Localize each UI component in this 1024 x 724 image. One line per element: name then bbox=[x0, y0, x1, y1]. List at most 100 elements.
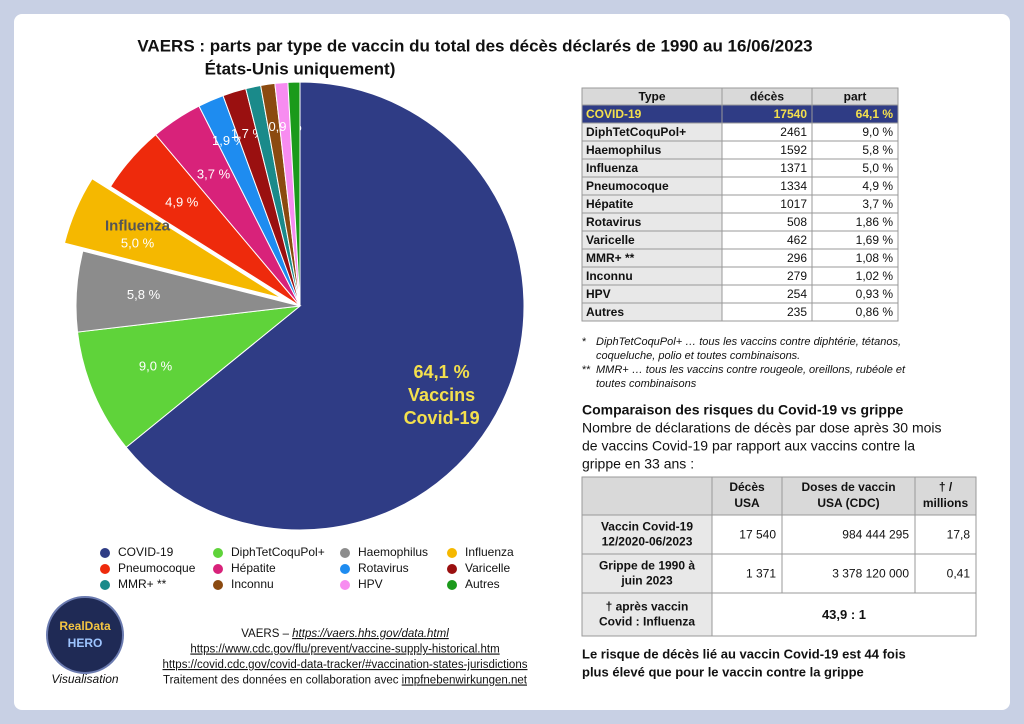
table-cell-text: 3 378 120 000 bbox=[832, 567, 909, 581]
value-label: 64,1 % bbox=[414, 362, 470, 382]
conclusion: plus élevé que pour le vaccin contre la … bbox=[582, 664, 864, 679]
legend-marker bbox=[340, 580, 350, 590]
table-header: Doses de vaccin bbox=[801, 480, 895, 494]
note-mark: ** bbox=[582, 364, 591, 376]
source-link: https://covid.cdc.gov/covid-data-tracker… bbox=[163, 659, 528, 671]
table-cell-text: 0,86 % bbox=[856, 305, 894, 319]
source: VAERS – https://vaers.hhs.gov/data.html bbox=[241, 628, 449, 640]
legend-marker bbox=[100, 564, 110, 574]
table-cell-text: 1,69 % bbox=[856, 233, 894, 247]
row-label: 12/2020-06/2023 bbox=[602, 535, 693, 549]
legend-label: HPV bbox=[358, 577, 383, 591]
table-cell-text: 17 540 bbox=[739, 528, 776, 542]
legend-label: Pneumocoque bbox=[118, 561, 196, 575]
table-cell-text: Pneumocoque bbox=[586, 179, 669, 193]
table-cell-text: 3,7 % bbox=[862, 197, 893, 211]
source-text: VAERS – bbox=[241, 628, 292, 640]
table-cell-text: 9,0 % bbox=[862, 125, 893, 139]
table-cell-text: 1,86 % bbox=[856, 215, 894, 229]
table-cell-text: 5,8 % bbox=[862, 143, 893, 157]
logo-text: RealData bbox=[59, 619, 111, 633]
row-label: † après vaccin bbox=[606, 600, 689, 614]
source-link: https://vaers.hhs.gov/data.html bbox=[292, 628, 449, 640]
value-label: 4,9 % bbox=[165, 194, 199, 209]
table-header: part bbox=[844, 90, 867, 104]
legend-label: Autres bbox=[465, 577, 500, 591]
legend-label: Rotavirus bbox=[358, 561, 409, 575]
table-header: † / bbox=[939, 480, 953, 494]
legend-marker bbox=[447, 564, 457, 574]
table-cell-text: Influenza bbox=[586, 161, 638, 175]
table-cell bbox=[711, 592, 977, 637]
table-cell-text: 4,9 % bbox=[862, 179, 893, 193]
comparison-text: grippe en 33 ans : bbox=[582, 456, 694, 472]
pie-slice bbox=[63, 177, 282, 299]
source-link: impfnebenwirkungen.net bbox=[402, 675, 528, 687]
legend-marker bbox=[447, 548, 457, 558]
pie-slice bbox=[287, 81, 301, 307]
legend-marker bbox=[213, 548, 223, 558]
table-header-cell bbox=[914, 476, 977, 516]
legend-label: COVID-19 bbox=[118, 545, 174, 559]
comparison-text: Nombre de déclarations de décès par dose… bbox=[582, 420, 942, 436]
table-cell-text: 1592 bbox=[780, 143, 807, 157]
legend-label: Influenza bbox=[465, 545, 514, 559]
table-header: décès bbox=[750, 90, 784, 104]
table-header: Décès bbox=[729, 480, 765, 494]
table-cell-text: 0,93 % bbox=[856, 287, 894, 301]
table-cell-text: Autres bbox=[586, 305, 624, 319]
table-cell-text: Hépatite bbox=[586, 197, 634, 211]
table-header-cell bbox=[581, 476, 713, 516]
table-cell-text: 1,02 % bbox=[856, 269, 894, 283]
ratio: 43,9 : 1 bbox=[822, 607, 866, 622]
pie-slice bbox=[76, 305, 302, 448]
legend-marker bbox=[100, 548, 110, 558]
legend-label: Haemophilus bbox=[358, 545, 428, 559]
table-cell-text: 508 bbox=[787, 215, 807, 229]
value-label: 3,7 % bbox=[197, 167, 231, 182]
center-label: Covid-19 bbox=[404, 408, 480, 428]
table-cell-text: 1,08 % bbox=[856, 251, 894, 265]
table-cell bbox=[811, 302, 899, 322]
legend-marker bbox=[340, 548, 350, 558]
source-text: Traitement des données en collaboration … bbox=[163, 675, 402, 687]
note-line: MMR+ … tous les vaccins contre rougeole,… bbox=[596, 364, 906, 376]
row-label: Covid : Influenza bbox=[599, 615, 695, 629]
table-cell-text: 296 bbox=[787, 251, 807, 265]
comparison-text: de vaccins Covid-19 par rapport aux vacc… bbox=[582, 438, 915, 454]
table-cell-text: 984 444 295 bbox=[842, 528, 909, 542]
table-cell-text: 1 371 bbox=[746, 567, 776, 581]
note-line: DiphTetCoquPol+ … tous les vaccins contr… bbox=[596, 336, 901, 348]
table-cell-text: 64,1 % bbox=[856, 107, 894, 121]
source: https://www.cdc.gov/flu/prevent/vaccine-… bbox=[190, 644, 499, 656]
chart-subtitle: États-Unis uniquement) bbox=[205, 59, 396, 78]
logo-caption: Visualisation bbox=[51, 672, 118, 686]
row-label: Grippe de 1990 à bbox=[599, 559, 695, 573]
logo-text: HERO bbox=[68, 636, 103, 650]
table-header: millions bbox=[923, 496, 969, 510]
table-cell-text: MMR+ ** bbox=[586, 251, 635, 265]
row-label: Vaccin Covid-19 bbox=[601, 520, 693, 534]
table-cell-text: Varicelle bbox=[586, 233, 635, 247]
legend-label: DiphTetCoquPol+ bbox=[231, 545, 325, 559]
legend-label: Varicelle bbox=[465, 561, 510, 575]
value-label: 9,0 % bbox=[139, 358, 173, 373]
note-line: coqueluche, polio et toutes combinaisons… bbox=[596, 350, 800, 362]
table-header: Type bbox=[638, 90, 665, 104]
legend-label: MMR+ ** bbox=[118, 577, 167, 591]
table-cell-text: HPV bbox=[586, 287, 611, 301]
table-cell-text: 1017 bbox=[780, 197, 807, 211]
table-cell-text: 1371 bbox=[780, 161, 807, 175]
source: Traitement des données en collaboration … bbox=[163, 675, 528, 687]
table-cell-text: Inconnu bbox=[586, 269, 633, 283]
exploded-label: Influenza bbox=[105, 217, 171, 234]
pie-slice bbox=[125, 81, 525, 531]
table-header-cell bbox=[711, 476, 783, 516]
table-cell-text: 235 bbox=[787, 305, 807, 319]
table-cell-text: 279 bbox=[787, 269, 807, 283]
value-label: 5,0 % bbox=[121, 236, 155, 251]
legend-marker bbox=[447, 580, 457, 590]
table-cell-text: 254 bbox=[787, 287, 807, 301]
table-cell-text: 5,0 % bbox=[862, 161, 893, 175]
table-cell bbox=[581, 592, 713, 637]
